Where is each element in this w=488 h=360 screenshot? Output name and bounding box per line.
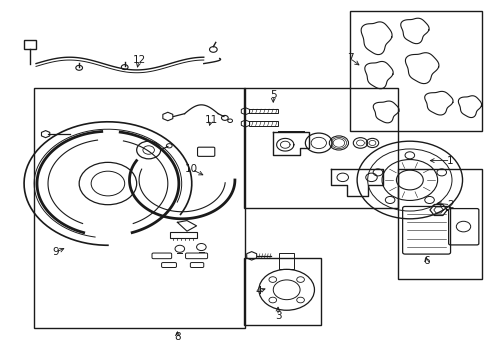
Text: 11: 11 xyxy=(204,115,217,125)
Bar xyxy=(249,121,278,126)
Text: 4: 4 xyxy=(255,286,262,296)
Text: 1: 1 xyxy=(447,156,453,166)
Bar xyxy=(24,40,36,49)
Bar xyxy=(397,170,481,279)
Text: 6: 6 xyxy=(423,256,429,266)
Text: 10: 10 xyxy=(185,165,198,174)
Text: 3: 3 xyxy=(274,311,281,321)
Text: 9: 9 xyxy=(52,247,59,257)
Bar xyxy=(249,109,278,113)
Text: 5: 5 xyxy=(269,90,276,100)
Bar xyxy=(349,11,481,131)
Bar xyxy=(34,88,244,328)
Text: 8: 8 xyxy=(174,332,181,342)
Bar xyxy=(244,88,397,208)
Text: 12: 12 xyxy=(132,55,145,65)
Text: 2: 2 xyxy=(447,200,453,210)
Text: 7: 7 xyxy=(346,53,352,63)
Bar xyxy=(170,232,196,238)
Bar xyxy=(279,253,293,269)
Bar xyxy=(244,258,321,325)
